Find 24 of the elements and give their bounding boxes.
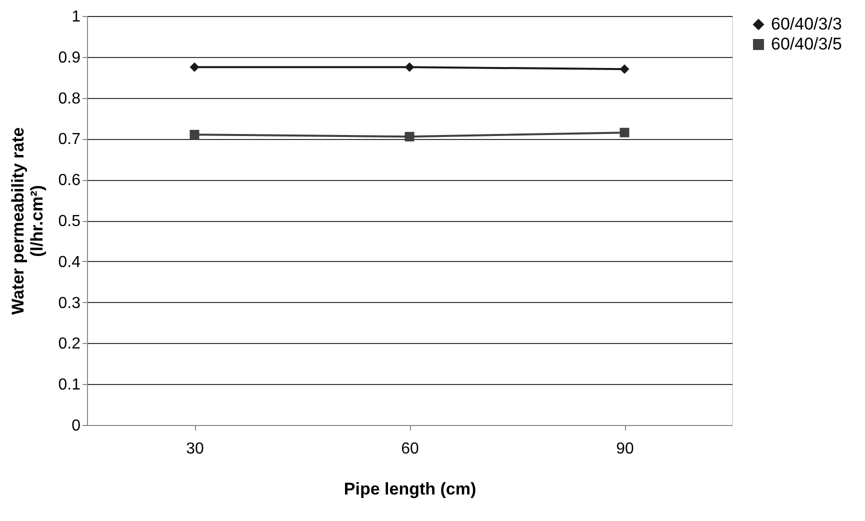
y-tick-label: 0.4 bbox=[58, 254, 81, 271]
x-tick-label: 60 bbox=[401, 440, 419, 458]
point bbox=[190, 130, 200, 140]
legend-label: 60/40/3/3 bbox=[771, 14, 842, 34]
y-tick-label: 0 bbox=[72, 418, 81, 434]
y-tick-label: 0.9 bbox=[58, 49, 81, 66]
point bbox=[190, 62, 200, 72]
y-tick-label: 0.1 bbox=[58, 376, 81, 394]
x-axis-title: Pipe length (cm) bbox=[344, 480, 476, 498]
y-axis-title: Water permeability rate (l/hr.cm²) bbox=[8, 127, 46, 315]
point bbox=[404, 62, 414, 72]
point bbox=[620, 128, 630, 138]
y-tick-label: 0.2 bbox=[58, 336, 81, 353]
y-tick-label: 0.3 bbox=[58, 294, 81, 312]
x-tick-label: 90 bbox=[616, 440, 634, 458]
point bbox=[620, 64, 630, 74]
y-tick-label: 0.7 bbox=[58, 131, 81, 148]
point bbox=[404, 132, 414, 142]
legend-label: 60/40/3/5 bbox=[771, 34, 842, 54]
y-tick-label: 0.6 bbox=[58, 172, 81, 190]
x-tick-label: 30 bbox=[186, 440, 204, 458]
y-tick-label: 0.8 bbox=[58, 90, 81, 108]
y-tick-label: 0.5 bbox=[58, 213, 81, 230]
y-tick-label: 1 bbox=[72, 8, 81, 26]
